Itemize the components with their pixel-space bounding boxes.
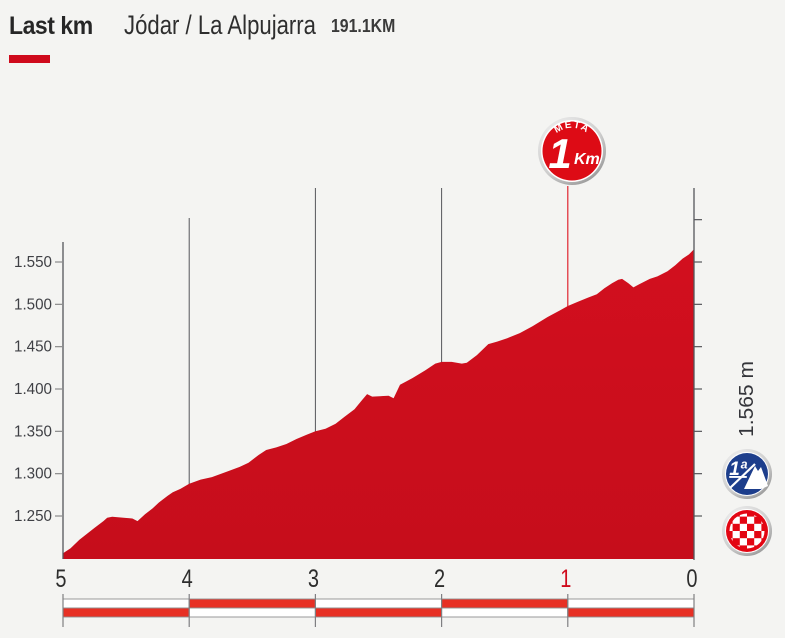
checker-square xyxy=(761,531,765,539)
mountain-slope-line xyxy=(729,463,756,489)
checker-square xyxy=(747,545,755,549)
checker-square xyxy=(729,523,733,531)
mountain-peak xyxy=(744,466,768,489)
summit-elevation-label: 1.565 m xyxy=(736,361,758,437)
x-tick-label-3: 3 xyxy=(308,565,319,593)
scale-segment xyxy=(188,607,316,618)
y-axis: 1.250 1.300 1.350 1.400 1.450 1.500 1.550 xyxy=(14,242,64,559)
checker-square xyxy=(732,531,740,539)
right-axis xyxy=(693,188,702,560)
scale-segment xyxy=(62,598,190,609)
y-tick-label: 1.400 xyxy=(14,381,52,398)
x-tick-label-0: 0 xyxy=(686,565,697,593)
scale-segment xyxy=(441,607,569,618)
y-tick-label: 1.550 xyxy=(14,254,52,271)
first-category-mountain-icon: 1ª xyxy=(722,449,772,499)
checker-square xyxy=(739,538,747,546)
x-tick-label-2: 2 xyxy=(434,565,445,593)
checker-square xyxy=(747,516,755,524)
checker-square xyxy=(747,531,755,539)
stage-name: Jódar / La Alpujarra xyxy=(124,10,316,40)
scale-segment xyxy=(62,607,190,618)
y-tick-label: 1.350 xyxy=(14,423,52,440)
red-accent-bar xyxy=(9,55,50,63)
y-tick-label: 1.500 xyxy=(14,296,52,313)
scale-segment xyxy=(188,598,316,609)
checkered-flag-icon xyxy=(722,506,772,556)
stage-distance: 191.1KM xyxy=(331,16,396,36)
category-label: 1ª xyxy=(729,459,748,480)
x-axis-labels: 5 4 3 2 1 0 xyxy=(55,565,697,593)
y-tick-label: 1.300 xyxy=(14,466,52,483)
checker-square xyxy=(739,513,747,517)
y-tick-label: 1.450 xyxy=(14,339,52,356)
x-tick-label-1: 1 xyxy=(560,565,571,593)
distance-scale-bar xyxy=(62,594,695,627)
x-tick-label-4: 4 xyxy=(182,565,193,593)
checker-square xyxy=(754,523,762,531)
badge-red-face xyxy=(542,121,602,181)
scale-segment xyxy=(314,607,443,618)
scale-segment xyxy=(567,607,695,618)
checker-square xyxy=(754,538,762,546)
meta-arc-text: META xyxy=(552,119,591,135)
y-tick-label: 1.250 xyxy=(14,508,52,525)
meta-km-unit: Km xyxy=(574,151,600,168)
scale-segment xyxy=(441,598,569,609)
page-title: Last km xyxy=(9,12,93,40)
scale-segment xyxy=(567,598,695,609)
elevation-area xyxy=(63,249,694,560)
scale-segment xyxy=(314,598,443,609)
meta-big-1: 1 xyxy=(548,130,571,177)
x-tick-label-5: 5 xyxy=(55,565,66,593)
checker-square xyxy=(739,523,747,531)
checker-square xyxy=(732,516,740,524)
